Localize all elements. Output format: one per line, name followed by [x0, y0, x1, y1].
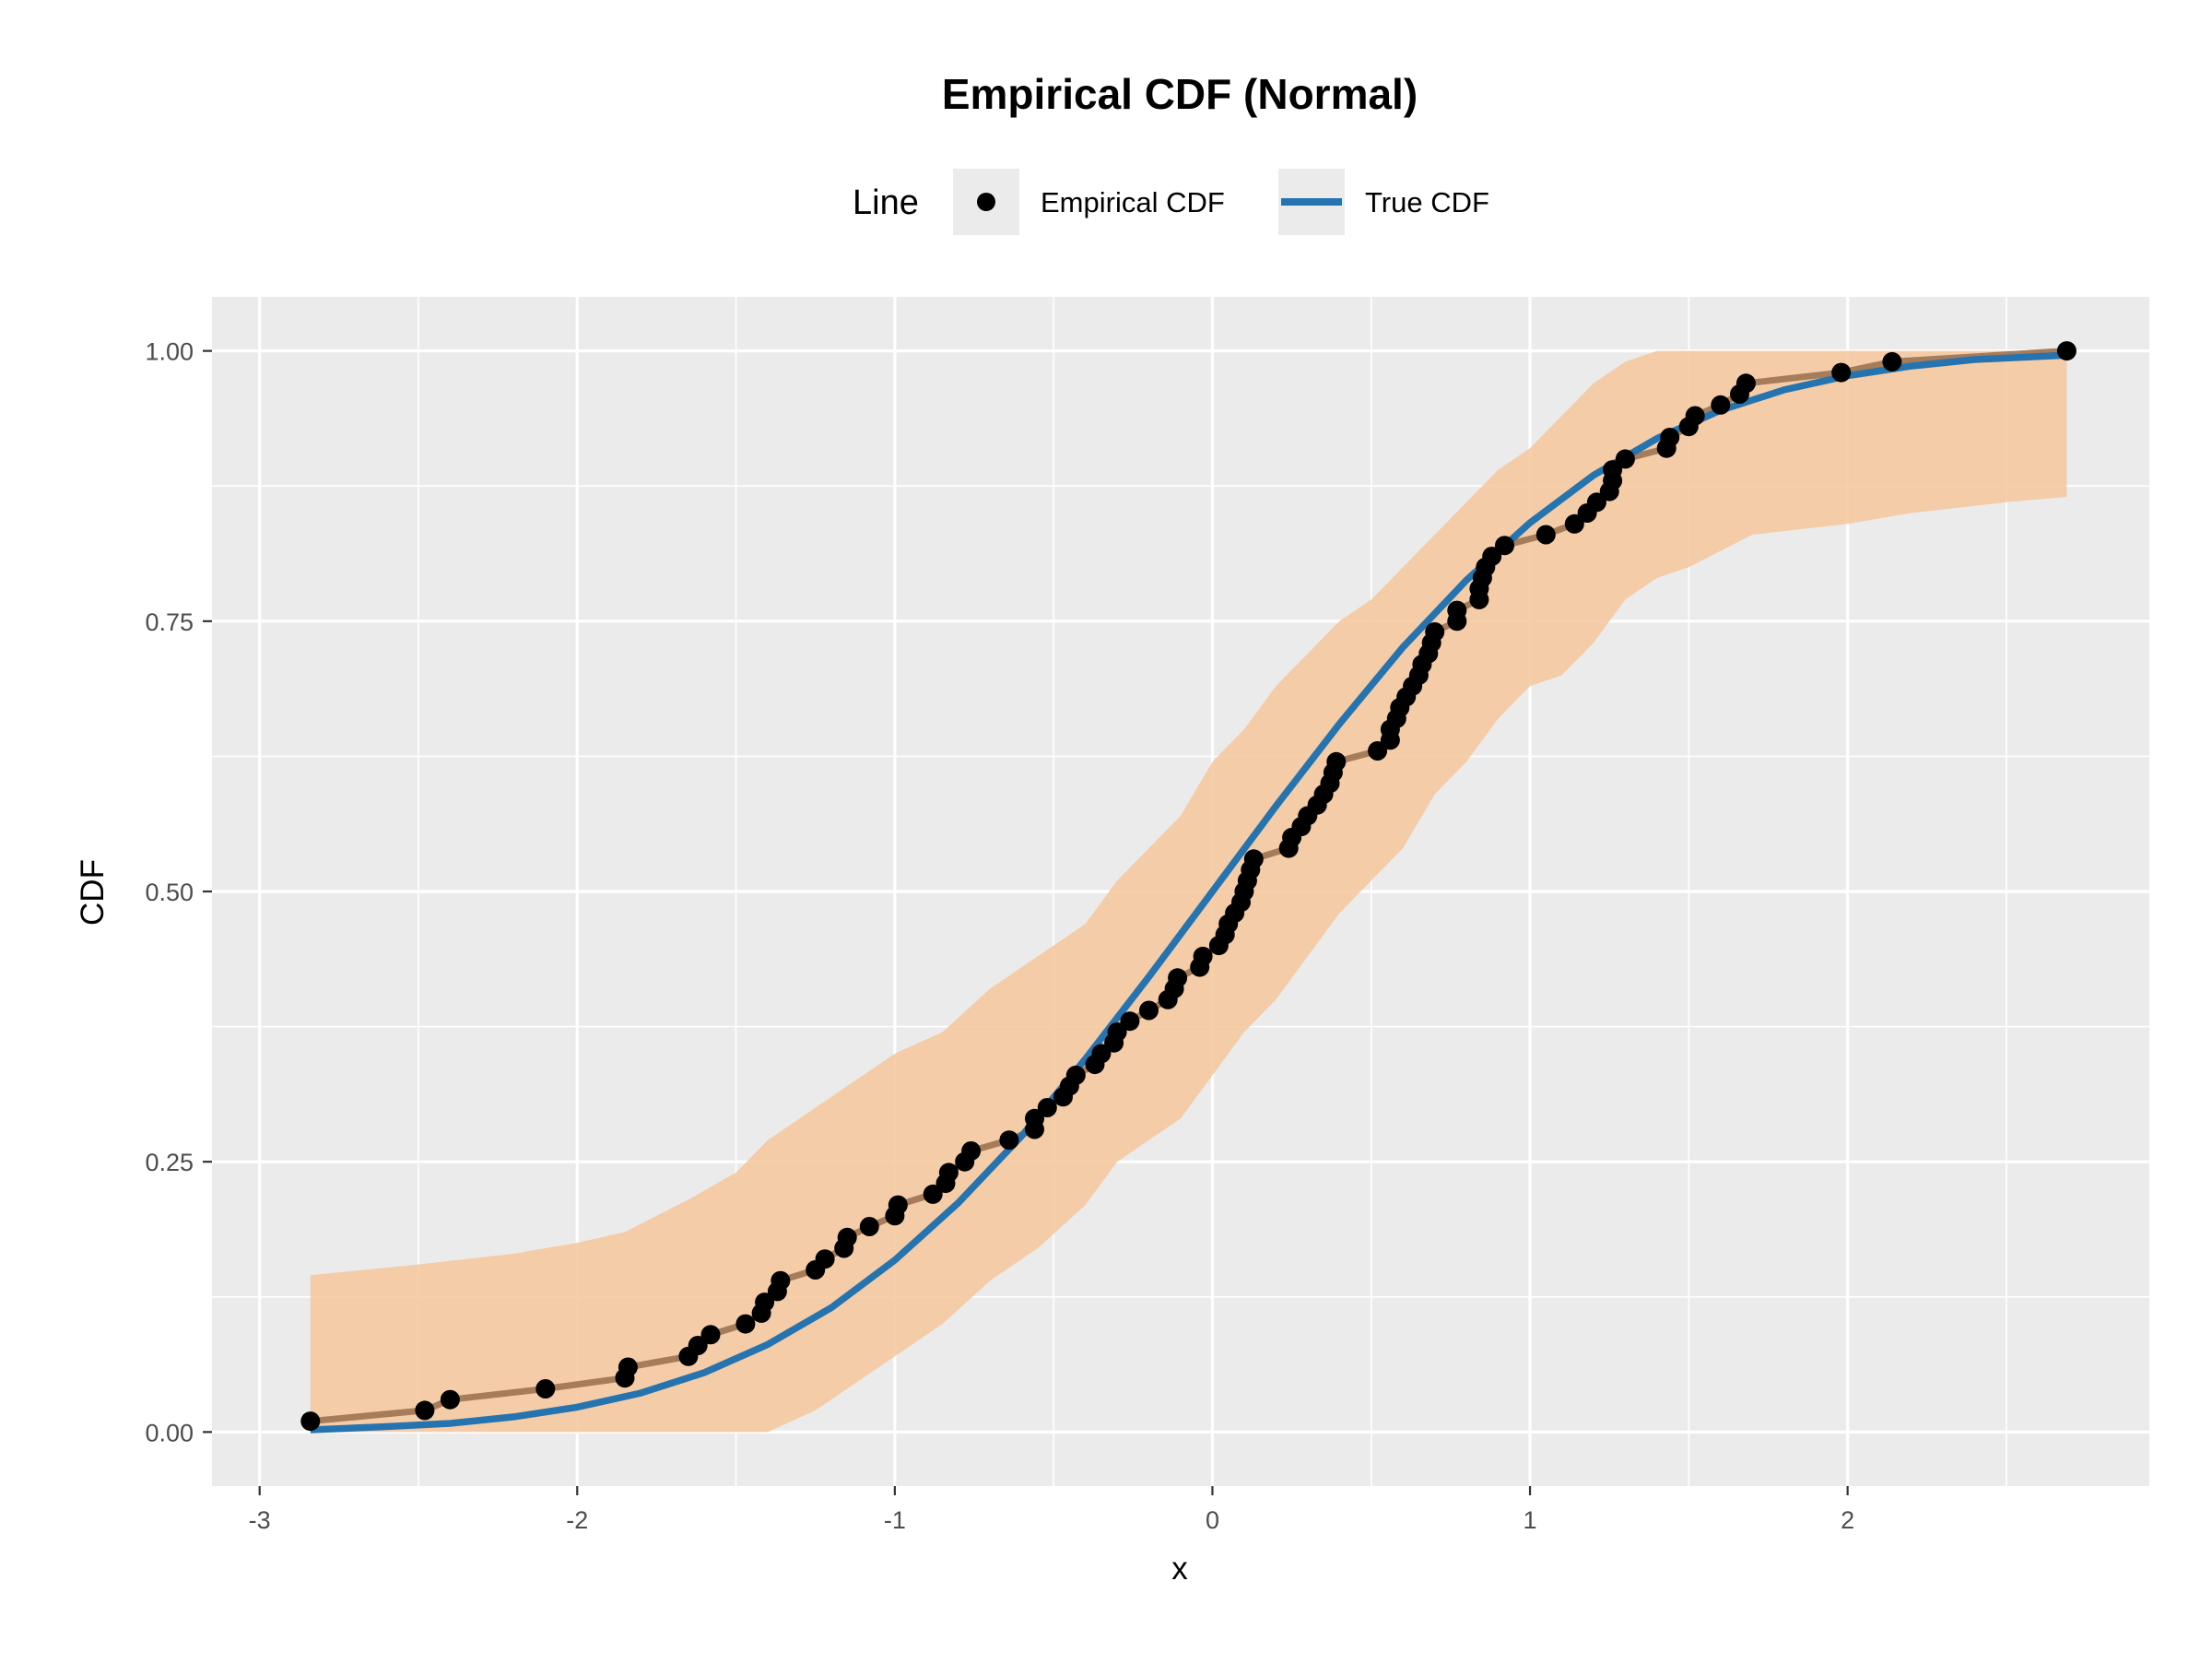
legend-title: Line [853, 183, 919, 222]
empirical-point [755, 1292, 775, 1313]
empirical-point [837, 1227, 857, 1247]
empirical-point [1091, 1044, 1112, 1064]
empirical-point [1065, 1065, 1086, 1085]
x-tick-label: -2 [566, 1506, 588, 1534]
empirical-point [535, 1379, 556, 1398]
empirical-points-layer [300, 341, 2077, 1432]
empirical-point [1882, 351, 1902, 372]
empirical-point [1168, 968, 1188, 988]
empirical-point [1660, 428, 1680, 447]
empirical-point [1025, 1108, 1044, 1128]
empirical-point [1326, 751, 1347, 772]
empirical-point [999, 1130, 1019, 1151]
empirical-point [938, 1162, 959, 1183]
empirical-point [1586, 492, 1606, 513]
legend: Line Empirical CDF True CDF [853, 169, 1489, 235]
empirical-point [1139, 1000, 1159, 1021]
x-tick-labels: -3 -2 -1 0 1 2 [249, 1506, 1854, 1534]
empirical-point [1831, 362, 1852, 383]
chart-title: Empirical CDF (Normal) [942, 70, 1418, 118]
empirical-point [771, 1270, 791, 1291]
true-cdf-layer [310, 351, 2067, 1434]
empirical-point [688, 1336, 708, 1355]
empirical-point [1535, 525, 1556, 545]
empirical-point [2056, 341, 2077, 361]
y-tick-label: 0.75 [145, 608, 194, 636]
axis-ticks [203, 349, 1849, 1495]
x-tick-label: -3 [249, 1506, 271, 1534]
y-tick-label: 0.00 [145, 1419, 194, 1446]
empirical-point [1107, 1022, 1127, 1042]
empirical-point [415, 1400, 435, 1421]
legend-point-marker [977, 193, 995, 211]
y-tick-label: 0.25 [145, 1149, 194, 1176]
empirical-point [888, 1195, 908, 1215]
y-axis-title: CDF [75, 859, 111, 926]
empirical-point [923, 1184, 943, 1204]
empirical-point [735, 1314, 756, 1334]
empirical-point [1603, 460, 1623, 480]
x-tick-label: 2 [1841, 1506, 1854, 1534]
empirical-point [1425, 622, 1445, 642]
empirical-point [1564, 513, 1584, 534]
empirical-point [300, 1411, 321, 1432]
empirical-point [859, 1217, 879, 1236]
x-tick-label: 0 [1206, 1506, 1219, 1534]
empirical-point [1447, 600, 1467, 620]
empirical-point [1037, 1098, 1057, 1117]
y-tick-label: 1.00 [145, 338, 194, 366]
confidence-band-layer [310, 350, 2067, 1433]
x-tick-label: 1 [1524, 1506, 1537, 1534]
legend-label-true: True CDF [1365, 186, 1489, 218]
empirical-point [1735, 373, 1756, 394]
empirical-point [1243, 849, 1264, 869]
legend-label-empirical: Empirical CDF [1041, 186, 1225, 218]
y-tick-labels: 0.00 0.25 0.50 0.75 1.00 [145, 338, 194, 1447]
empirical-point [961, 1141, 982, 1161]
empirical-point [1482, 547, 1502, 566]
x-tick-label: -1 [884, 1506, 906, 1534]
empirical-point [1685, 406, 1705, 426]
empirical-point [1368, 741, 1388, 761]
true-cdf-line [310, 351, 2067, 1434]
empirical-point [815, 1249, 835, 1269]
x-axis-title: x [1171, 1551, 1188, 1587]
empirical-point [618, 1357, 638, 1377]
empirical-point [1495, 536, 1514, 556]
empirical-point [1193, 946, 1213, 966]
confidence-band [310, 350, 2067, 1433]
empirical-point [1615, 449, 1635, 469]
empirical-point [440, 1389, 460, 1410]
empirical-point [1711, 395, 1731, 415]
empirical-point [700, 1325, 721, 1345]
empirical-point [1120, 1011, 1140, 1032]
y-tick-label: 0.50 [145, 879, 194, 906]
